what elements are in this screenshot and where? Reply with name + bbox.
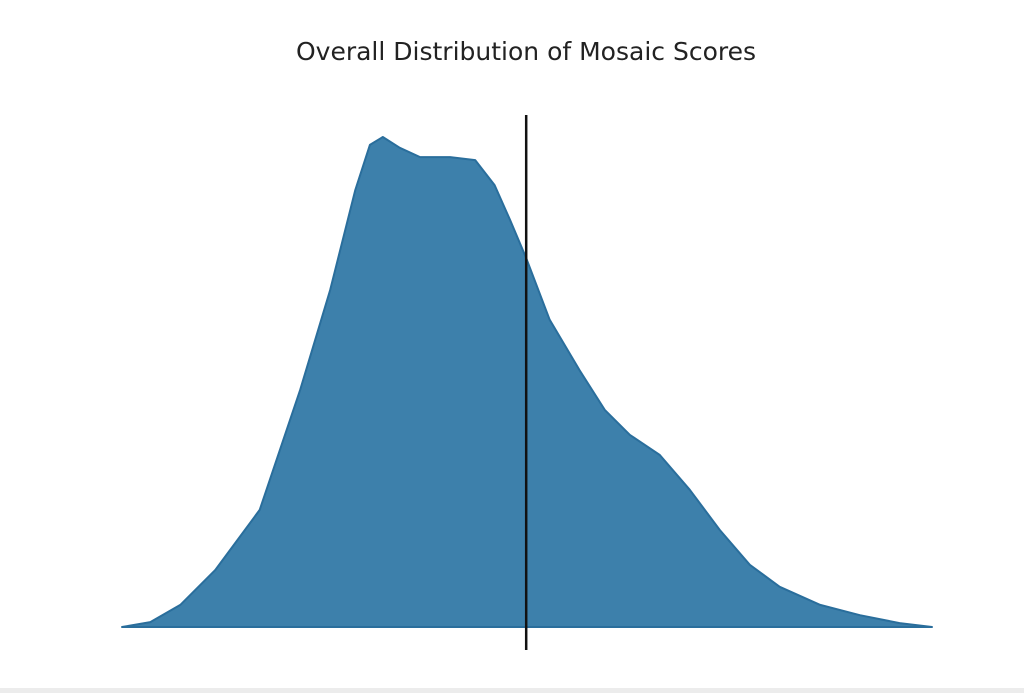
- chart-title: Overall Distribution of Mosaic Scores: [296, 37, 756, 66]
- bottom-bar: [0, 688, 1024, 693]
